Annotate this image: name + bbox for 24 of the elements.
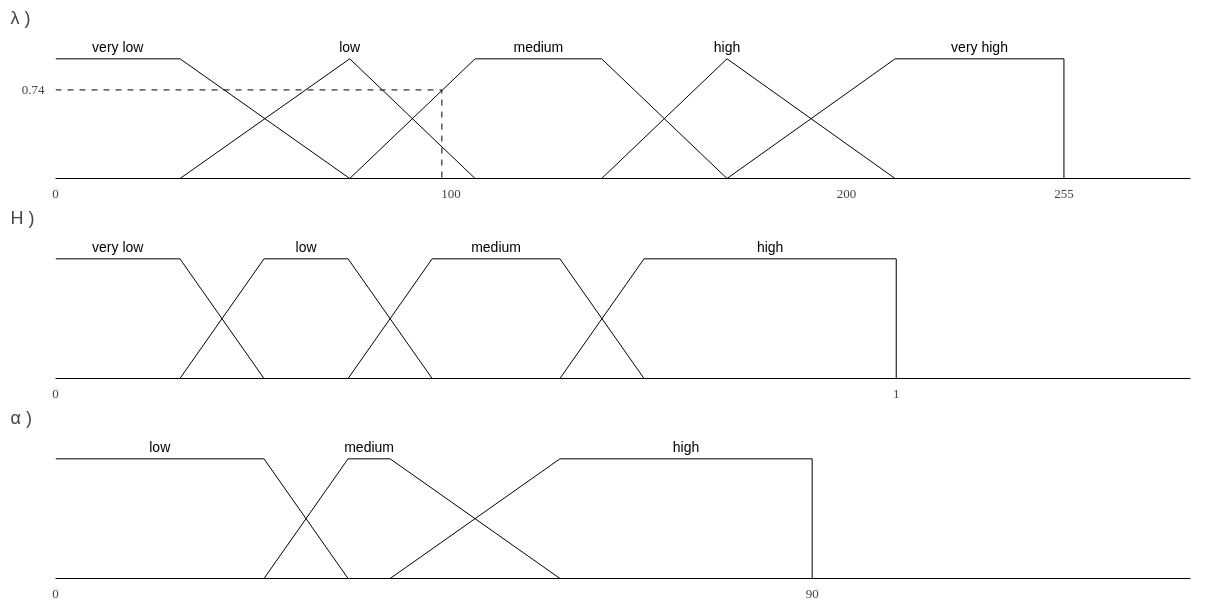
y-axis-title: H ): [10, 207, 35, 228]
series-label: high: [672, 438, 700, 455]
x-tick-label: 0: [52, 385, 59, 401]
series-label: low: [149, 438, 172, 455]
series-label: very low: [92, 238, 145, 255]
x-tick-label: 0: [52, 185, 59, 201]
series-label: very low: [92, 38, 145, 55]
series-label: very high: [951, 38, 1008, 55]
series-label: high: [713, 38, 741, 55]
x-tick-label: 90: [805, 585, 819, 601]
y-axis-title: λ ): [10, 7, 31, 28]
x-tick-label: 0: [52, 585, 59, 601]
y-axis-title: α ): [10, 407, 32, 428]
series-label: low: [339, 38, 362, 55]
x-tick-label: 100: [441, 185, 461, 201]
series-label: low: [295, 238, 318, 255]
series-label: medium: [344, 438, 394, 455]
series-label: medium: [471, 238, 521, 255]
text: 0.74: [21, 81, 45, 97]
series-label: medium: [513, 38, 564, 55]
x-tick-label: 1: [892, 385, 900, 401]
series-label: high: [756, 238, 784, 255]
x-tick-label: 255: [1054, 185, 1074, 201]
x-tick-label: 200: [836, 185, 857, 201]
